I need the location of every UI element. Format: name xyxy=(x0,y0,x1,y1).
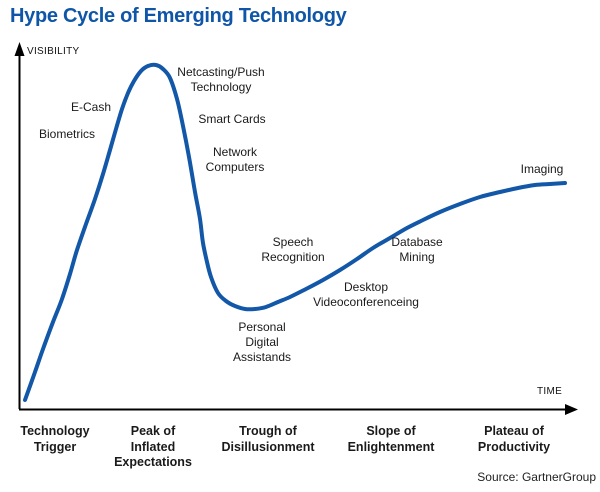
tech-imaging: Imaging xyxy=(520,162,564,176)
y-axis-label: VISIBILITY xyxy=(27,46,80,57)
source-credit: Source: GartnerGroup xyxy=(477,470,596,484)
tech-smart-cards: Smart Cards xyxy=(198,112,266,126)
tech-database-mining: Database Mining xyxy=(391,235,443,264)
phase-peak-of-inflated-expectations: Peak of Inflated Expectations xyxy=(114,424,192,469)
tech-desktop-videoconferenceing: Desktop Videoconferenceing xyxy=(313,280,419,309)
phase-plateau-of-productivity: Plateau of Productivity xyxy=(477,424,551,454)
phase-slope-of-enlightenment: Slope of Enlightenment xyxy=(347,424,435,454)
x-axis-label: TIME xyxy=(537,386,563,397)
tech-personal-digital-assistands: Personal Digital Assistands xyxy=(232,320,292,364)
x-axis-arrowhead xyxy=(565,404,578,415)
y-axis-arrowhead xyxy=(14,42,25,56)
phase-technology-trigger: Technology Trigger xyxy=(20,424,90,454)
tech-network-computers: Network Computers xyxy=(205,145,265,174)
tech-speech-recognition: Speech Recognition xyxy=(261,235,325,264)
hype-cycle-curve xyxy=(23,62,567,402)
tech-e-cash: E-Cash xyxy=(70,100,112,114)
tech-biometrics: Biometrics xyxy=(38,127,96,141)
phase-trough-of-disillusionment: Trough of Disillusionment xyxy=(221,424,315,454)
tech-netcasting-push-technology: Netcasting/Push Technology xyxy=(177,65,265,94)
chart-title: Hype Cycle of Emerging Technology xyxy=(10,5,347,27)
